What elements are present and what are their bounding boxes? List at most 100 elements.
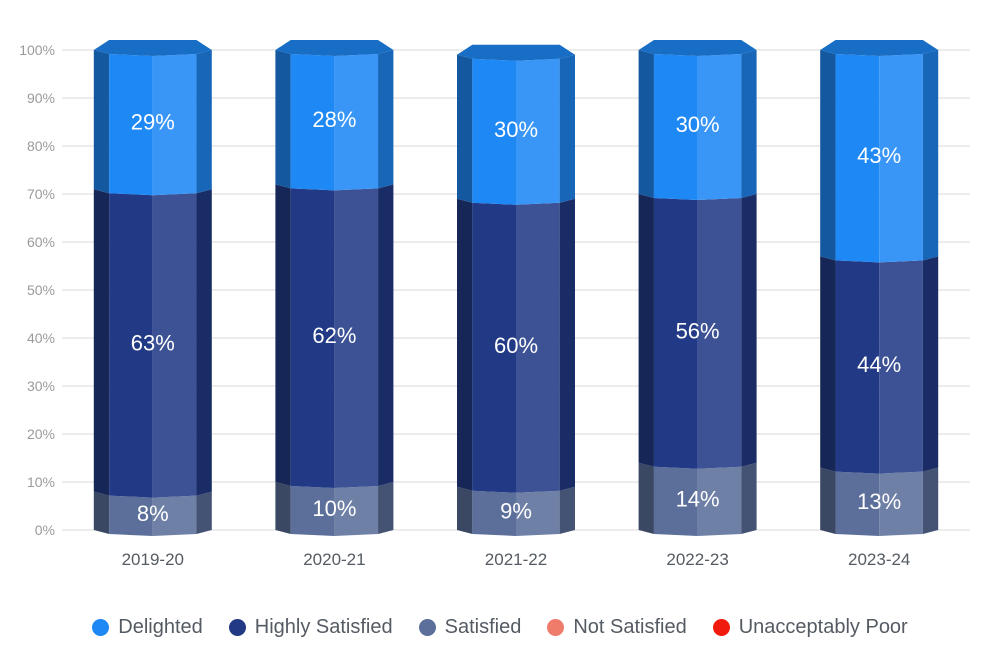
bar-top-cap (638, 40, 757, 56)
bar-segment-face (152, 54, 197, 196)
bar-segment: 30% (638, 50, 757, 200)
bar-segment-face (457, 486, 473, 534)
bar-segment-face (820, 50, 836, 261)
bar-segment: 44% (820, 256, 939, 474)
bar-segment: 10% (275, 482, 394, 536)
x-axis: 2019-20 2020-21 2021-22 2022-23 2023-24 (122, 550, 911, 569)
data-label: 44% (857, 352, 901, 377)
bar-segment-face (741, 194, 757, 467)
bar-segment-face (378, 50, 394, 189)
y-tick-label: 50% (27, 282, 55, 298)
legend-item-delighted[interactable]: Delighted (92, 616, 203, 639)
bar-segment-face (559, 54, 575, 203)
bar-segment-face (109, 495, 153, 536)
bar-segment: 63% (93, 189, 212, 498)
bar-segment: 28% (275, 50, 394, 191)
data-label: 30% (494, 117, 538, 142)
legend-item-not-satisfied[interactable]: Not Satisfied (547, 615, 687, 639)
bar-segment-face (820, 256, 836, 472)
bar-segment-face (638, 462, 654, 534)
x-tick-label: 2021-22 (485, 550, 547, 569)
bar-segment: 9% (457, 486, 575, 536)
y-tick-label: 90% (27, 90, 55, 106)
bar-segment-face (653, 466, 698, 536)
bar-segment-face (741, 462, 757, 534)
bar-segment-face (516, 202, 560, 493)
bar-segment-face (835, 471, 880, 536)
data-label: 28% (312, 107, 356, 132)
bar-segment-face (835, 260, 880, 474)
data-label: 62% (312, 323, 356, 348)
bar-segment-face (638, 50, 654, 198)
data-label: 30% (676, 112, 720, 137)
bar-segment: 43% (820, 50, 939, 263)
bar-segment-face (290, 54, 335, 191)
bar-segment: 30% (457, 54, 575, 205)
legend-item-unacceptably-poor[interactable]: Unacceptably Poor (712, 616, 908, 639)
bar-segment-face (879, 54, 923, 263)
bar-segment-face (516, 490, 560, 536)
bar-segment: 8% (93, 491, 212, 536)
y-tick-label: 100% (19, 42, 55, 58)
bar-column-2020-21: 10% 62% 28% (275, 40, 394, 536)
bar-segment-face (741, 50, 757, 198)
bar-segment-face (290, 188, 335, 488)
bars: 8% 63% 29% 10% 62% 28% 9% 60% 30% 14% 56% 30% 13% 44%… (93, 40, 939, 536)
bar-segment: 14% (638, 462, 757, 536)
bar-segment-face (378, 184, 394, 486)
data-label: 9% (500, 498, 532, 523)
bar-segment-face (275, 184, 291, 486)
y-tick-label: 30% (27, 378, 55, 394)
bar-top-cap (457, 44, 575, 61)
legend-item-highly-satisfied[interactable]: Highly Satisfied (228, 615, 393, 639)
x-tick-label: 2020-21 (303, 550, 365, 569)
bar-segment-face (334, 188, 379, 488)
bar-segment-face (472, 58, 516, 205)
bar-segment-face (472, 490, 516, 536)
bar-segment-face (653, 54, 698, 200)
legend-swatch-delighted (92, 618, 110, 636)
bar-column-2019-20: 8% 63% 29% (93, 40, 212, 536)
bar-segment-face (93, 50, 110, 194)
bar-segment-face (879, 260, 923, 474)
bar-column-2023-24: 13% 44% 43% (820, 40, 939, 536)
legend-swatch-unacceptably-poor (712, 618, 730, 636)
legend-swatch-highly-satisfied (228, 618, 246, 636)
bar-segment-face (697, 54, 742, 200)
bar-segment-face (697, 198, 742, 469)
bar-top-cap (275, 40, 394, 56)
legend-swatch-not-satisfied (547, 618, 565, 636)
bar-segment-face (196, 189, 212, 496)
bar-segment-face (922, 256, 939, 472)
bar-segment: 13% (820, 467, 939, 536)
bar-segment: 60% (457, 198, 575, 493)
bar-segment-face (334, 486, 379, 536)
x-tick-label: 2022-23 (666, 550, 728, 569)
bar-segment-face (516, 58, 560, 205)
bar-segment-face (290, 486, 335, 536)
bar-segment-face (559, 198, 575, 491)
data-label: 60% (494, 333, 538, 358)
bar-column-2022-23: 14% 56% 30% (638, 40, 757, 536)
legend-swatch-satisfied (418, 618, 436, 636)
y-axis: 0% 10% 20% 30% 40% 50% 60% 70% 80% 90% 100% (19, 42, 55, 538)
y-tick-label: 0% (35, 522, 55, 538)
bar-segment-face (638, 194, 654, 467)
data-label: 14% (676, 486, 720, 511)
bar-segment-face (93, 189, 110, 496)
bar-segment-face (109, 193, 153, 498)
legend-label-highly-satisfied: Highly Satisfied (254, 615, 393, 638)
data-label: 8% (137, 501, 169, 526)
bar-segment-face (472, 202, 516, 493)
bar-segment-face (922, 50, 939, 261)
data-label: 63% (131, 330, 175, 355)
bar-segment-face (275, 50, 291, 189)
bar-column-2021-22: 9% 60% 30% (457, 44, 575, 536)
bar-top-cap (93, 40, 212, 56)
bar-segment: 62% (275, 184, 394, 488)
y-tick-label: 20% (27, 426, 55, 442)
legend-label-not-satisfied: Not Satisfied (573, 615, 687, 638)
legend-item-satisfied[interactable]: Satisfied (418, 616, 521, 639)
bar-segment-face (152, 193, 197, 498)
